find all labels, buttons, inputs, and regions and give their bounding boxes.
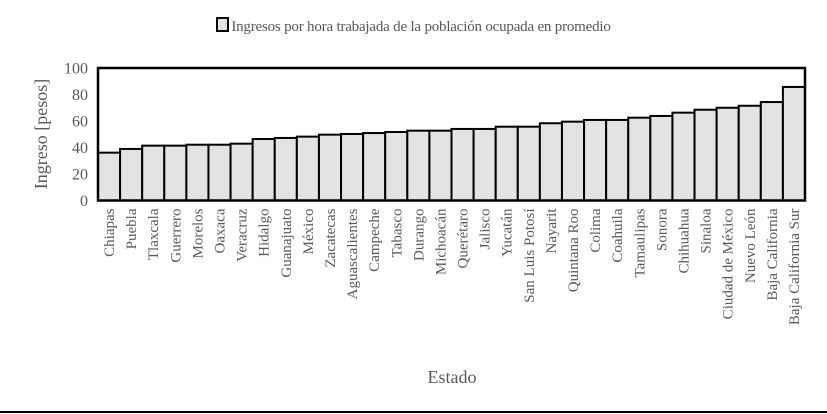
bar <box>671 111 696 202</box>
bar <box>119 147 144 202</box>
x-category-label: Campeche <box>367 208 383 272</box>
x-category-label: México <box>301 209 317 255</box>
bar <box>560 120 586 202</box>
legend-swatch-icon <box>216 17 230 32</box>
y-axis-ticks: 0 20 40 60 80 100 <box>64 61 88 211</box>
bar <box>251 138 276 202</box>
x-category-label: Tamaulipas <box>632 208 648 277</box>
bar <box>185 143 210 202</box>
bar <box>494 125 519 202</box>
bar <box>450 127 475 202</box>
bar <box>715 106 740 202</box>
bottom-divider <box>0 411 827 413</box>
x-category-label: Sinaloa <box>699 208 715 253</box>
x-category-label: Yucatán <box>500 208 516 257</box>
bar <box>428 129 453 202</box>
legend-label: Ingresos por hora trabajada de la poblac… <box>231 19 611 35</box>
bars-group <box>97 85 806 202</box>
x-axis-title: Estado <box>428 367 477 387</box>
x-category-label: Sonora <box>654 208 670 251</box>
bar <box>362 132 387 202</box>
bar <box>273 136 298 202</box>
plot-area-frame <box>96 66 807 202</box>
bar <box>472 127 497 202</box>
bar <box>295 135 320 202</box>
x-category-label: Tabasco <box>389 209 405 258</box>
y-tick-label: 100 <box>64 61 88 78</box>
x-category-label: Aguascalientes <box>345 208 361 299</box>
x-category-label: Morelos <box>190 208 206 258</box>
x-category-label: Querétaro <box>456 209 472 269</box>
x-category-label: Nuevo León <box>743 208 759 283</box>
x-category-label: Guanajuato <box>279 209 295 278</box>
bar <box>516 125 541 202</box>
bar <box>163 144 188 202</box>
bar <box>538 122 563 202</box>
x-category-label: Baja California <box>765 208 781 300</box>
x-category-label: Michoacán <box>433 208 449 275</box>
bar <box>384 130 409 202</box>
y-tick-label: 80 <box>72 87 88 104</box>
x-category-label: San Luis Potosí <box>522 209 538 303</box>
x-category-label: Durango <box>411 209 427 262</box>
x-category-label: Tlaxcala <box>146 208 162 260</box>
x-category-label: Quintana Roo <box>566 209 582 293</box>
y-tick-label: 0 <box>80 193 88 210</box>
x-category-label: Nayarit <box>544 208 560 254</box>
x-category-label: Guerrero <box>168 209 184 263</box>
bar <box>781 85 806 202</box>
bar <box>583 118 608 202</box>
bar <box>693 108 718 202</box>
bar <box>737 104 762 202</box>
chart-legend: Ingresos por hora trabajada de la poblac… <box>0 17 827 36</box>
x-category-label: Jalisco <box>478 209 494 250</box>
x-category-label: Oaxaca <box>213 208 229 253</box>
x-category-label: Baja California Sur <box>787 208 803 325</box>
bar <box>759 101 784 202</box>
y-tick-label: 20 <box>72 167 88 184</box>
bar <box>605 118 630 202</box>
x-category-label: Ciudad de México <box>721 209 737 320</box>
bar <box>317 133 343 202</box>
x-axis-categories: Chiapas Puebla Tlaxcala Guerrero Morelos Oaxa… <box>102 208 803 325</box>
x-category-label: Chiapas <box>102 208 118 256</box>
y-tick-label: 40 <box>72 140 88 157</box>
x-category-label: Coahuila <box>610 208 626 262</box>
x-category-label: Puebla <box>124 208 140 249</box>
bar <box>649 114 674 202</box>
x-category-label: Hidalgo <box>257 209 273 257</box>
bar <box>406 129 431 202</box>
x-category-label: Zacatecas <box>323 208 339 267</box>
y-tick-label: 60 <box>72 114 88 131</box>
bar <box>229 142 254 202</box>
bar <box>627 116 652 202</box>
x-category-label: Colima <box>588 208 604 253</box>
x-category-label: Chihuahua <box>676 208 692 273</box>
bar <box>97 151 122 202</box>
y-axis-title: Ingreso [pesos] <box>31 79 51 189</box>
bar <box>207 143 232 202</box>
bar <box>141 144 166 202</box>
x-category-label: Veracruz <box>235 208 251 262</box>
bar <box>340 132 365 202</box>
